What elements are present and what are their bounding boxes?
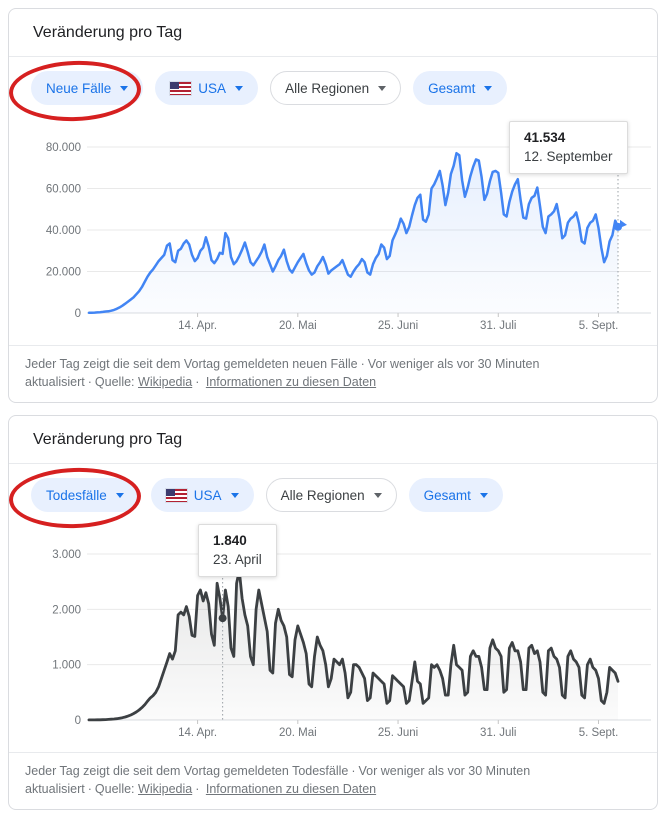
scope-dropdown-label: Gesamt xyxy=(423,487,471,503)
region-dropdown-alle-regionen[interactable]: Alle Regionen xyxy=(265,478,397,512)
deaths-card-header: Veränderung pro Tag xyxy=(9,416,657,464)
chevron-down-icon xyxy=(479,492,488,498)
dot-separator: · xyxy=(195,782,200,796)
cases-card-title: Veränderung pro Tag xyxy=(33,24,183,41)
deaths-card-title: Veränderung pro Tag xyxy=(33,431,183,448)
svg-text:1.000: 1.000 xyxy=(52,660,81,672)
scope-dropdown-gesamt[interactable]: Gesamt xyxy=(413,71,508,105)
deaths-line-chart[interactable]: 0 1.000 2.000 3.000 14. Apr. 20. Mai 25. Juni 3… xyxy=(9,526,659,752)
footer-source-label: Quelle: xyxy=(94,782,135,796)
cases-tooltip: 41.534 12. September xyxy=(509,121,628,174)
footer-description: Jeder Tag zeigt die seit dem Vortag geme… xyxy=(25,764,349,778)
footer-updated: Vor weniger als vor 30 Minuten aktualisi… xyxy=(25,764,531,796)
tooltip-date: 23. April xyxy=(213,552,262,567)
svg-text:5. Sept.: 5. Sept. xyxy=(579,320,619,332)
tooltip-date: 12. September xyxy=(524,149,613,164)
metric-dropdown-todesfaelle[interactable]: Todesfälle xyxy=(31,478,139,512)
svg-text:0: 0 xyxy=(75,308,81,320)
svg-text:31. Juli: 31. Juli xyxy=(480,320,516,332)
usa-flag-icon xyxy=(169,80,193,96)
deaths-card-footer: Jeder Tag zeigt die seit dem Vortag geme… xyxy=(9,752,657,809)
cases-chart-area: 0 20.000 40.000 60.000 80.000 14. Apr. 20. Mai… xyxy=(9,119,659,345)
dot-separator: · xyxy=(195,375,200,389)
region-dropdown-alle-regionen[interactable]: Alle Regionen xyxy=(270,71,402,105)
svg-text:14. Apr.: 14. Apr. xyxy=(178,727,217,739)
region-dropdown-label: Alle Regionen xyxy=(285,80,370,96)
chevron-down-icon xyxy=(484,85,493,91)
dot-separator: · xyxy=(351,764,356,778)
svg-text:20. Mai: 20. Mai xyxy=(279,727,317,739)
deaths-filter-bar: Todesfälle USA Alle Regionen Gesamt xyxy=(9,464,657,526)
usa-flag-icon xyxy=(164,487,188,503)
svg-text:25. Juni: 25. Juni xyxy=(378,727,418,739)
svg-text:14. Apr.: 14. Apr. xyxy=(178,320,217,332)
chevron-down-icon xyxy=(373,492,382,498)
data-info-link[interactable]: Informationen zu diesen Daten xyxy=(205,375,377,389)
chevron-down-icon xyxy=(230,492,239,498)
wikipedia-link[interactable]: Wikipedia xyxy=(138,375,193,389)
svg-text:5. Sept.: 5. Sept. xyxy=(579,727,619,739)
chevron-down-icon xyxy=(120,85,129,91)
cases-card-header: Veränderung pro Tag xyxy=(9,9,657,57)
dot-separator: · xyxy=(87,782,92,796)
scope-dropdown-label: Gesamt xyxy=(428,80,476,96)
svg-text:60.000: 60.000 xyxy=(46,184,81,196)
scope-dropdown-gesamt[interactable]: Gesamt xyxy=(408,478,503,512)
cases-card: Veränderung pro Tag Neue Fälle USA Alle … xyxy=(7,8,659,403)
chevron-down-icon xyxy=(115,492,124,498)
chevron-down-icon xyxy=(378,85,387,91)
chevron-down-icon xyxy=(235,85,244,91)
country-dropdown-usa[interactable]: USA xyxy=(150,478,254,512)
wikipedia-link[interactable]: Wikipedia xyxy=(138,782,193,796)
svg-text:25. Juni: 25. Juni xyxy=(378,320,418,332)
region-dropdown-label: Alle Regionen xyxy=(280,487,365,503)
footer-description: Jeder Tag zeigt die seit dem Vortag geme… xyxy=(25,357,358,371)
svg-text:31. Juli: 31. Juli xyxy=(480,727,516,739)
deaths-tooltip: 1.840 23. April xyxy=(198,524,277,577)
data-info-link[interactable]: Informationen zu diesen Daten xyxy=(205,782,377,796)
svg-text:3.000: 3.000 xyxy=(52,549,81,561)
svg-text:2.000: 2.000 xyxy=(52,604,81,616)
deaths-chart-area: 0 1.000 2.000 3.000 14. Apr. 20. Mai 25. Juni 3… xyxy=(9,524,659,752)
footer-updated: Vor weniger als vor 30 Minuten aktualisi… xyxy=(25,357,540,389)
svg-text:20.000: 20.000 xyxy=(46,267,81,279)
metric-dropdown-label: Neue Fälle xyxy=(46,80,112,96)
dot-separator: · xyxy=(360,357,365,371)
svg-text:40.000: 40.000 xyxy=(46,225,81,237)
country-dropdown-usa[interactable]: USA xyxy=(155,71,259,105)
cases-filter-bar: Neue Fälle USA Alle Regionen Gesamt xyxy=(9,57,657,119)
footer-source-label: Quelle: xyxy=(94,375,135,389)
svg-text:0: 0 xyxy=(75,715,81,727)
metric-dropdown-neue-faelle[interactable]: Neue Fälle xyxy=(31,71,144,105)
svg-text:20. Mai: 20. Mai xyxy=(279,320,317,332)
deaths-card: Veränderung pro Tag Todesfälle USA Alle … xyxy=(7,415,659,810)
tooltip-value: 1.840 xyxy=(213,533,247,548)
country-dropdown-label: USA xyxy=(198,80,227,96)
metric-dropdown-label: Todesfälle xyxy=(46,487,107,503)
cases-card-footer: Jeder Tag zeigt die seit dem Vortag geme… xyxy=(9,345,657,402)
svg-text:80.000: 80.000 xyxy=(46,142,81,154)
dot-separator: · xyxy=(87,375,92,389)
tooltip-value: 41.534 xyxy=(524,130,566,145)
country-dropdown-label: USA xyxy=(193,487,222,503)
